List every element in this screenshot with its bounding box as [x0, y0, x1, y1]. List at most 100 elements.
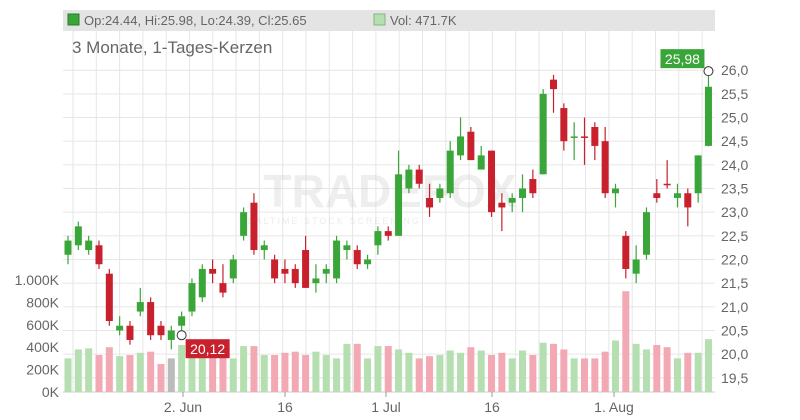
- candle-body: [477, 155, 485, 170]
- volume-bar: [95, 355, 103, 392]
- volume-bar: [105, 347, 113, 392]
- candle-body: [415, 169, 423, 184]
- volume-tick-label: 600K: [26, 317, 59, 333]
- volume-bar: [539, 342, 547, 392]
- volume-bar: [395, 349, 403, 392]
- volume-readout: Vol: 471.7K: [390, 13, 457, 28]
- candle-body: [581, 136, 588, 138]
- volume-bar: [281, 352, 289, 392]
- high-marker: [703, 66, 714, 77]
- watermark-logo: TRADEFOX: [264, 165, 517, 217]
- candle-body: [167, 330, 175, 340]
- x-tick-label: 1 Jul: [371, 399, 401, 415]
- grid: [63, 30, 715, 393]
- volume-bar: [219, 353, 227, 392]
- candle-body: [291, 268, 299, 284]
- x-tick-label: 1. Aug: [594, 399, 634, 415]
- price-tick-label: 22,5: [721, 228, 748, 244]
- volume-bar: [178, 344, 186, 392]
- volume-bar: [436, 355, 444, 392]
- volume-bar: [611, 340, 619, 392]
- candles: [64, 71, 712, 350]
- high-callout-label: 25,98: [665, 51, 700, 67]
- price-tick-label: 23,5: [721, 181, 748, 197]
- price-tick-label: 23,0: [721, 204, 748, 220]
- volume-bar: [198, 353, 206, 392]
- volume-bar: [312, 351, 320, 392]
- candle-body: [374, 231, 382, 246]
- volume-tick-label: 400K: [26, 339, 59, 355]
- candle-body: [85, 240, 93, 251]
- candle-body: [457, 136, 465, 156]
- volume-bar: [384, 346, 392, 392]
- candle-body: [704, 86, 712, 146]
- candle-body: [601, 141, 609, 194]
- candle-body: [364, 259, 372, 265]
- volume-bar: [157, 364, 165, 392]
- volume-bars: [64, 291, 712, 392]
- candle-body: [694, 155, 702, 194]
- volume-bar: [116, 356, 124, 392]
- volume-bar: [694, 352, 702, 392]
- x-axis: 2. Jun 16 1 Jul 16 1. Aug: [164, 392, 634, 415]
- candle-body: [322, 268, 330, 274]
- price-tick-label: 20,0: [721, 346, 748, 362]
- candle-body: [436, 188, 444, 198]
- candle-body: [147, 302, 155, 336]
- candle-body: [105, 273, 113, 322]
- candle-body: [229, 259, 237, 279]
- volume-bar: [684, 352, 692, 392]
- candle-body: [673, 193, 681, 198]
- candle-body: [384, 231, 392, 236]
- candle-body: [178, 316, 186, 326]
- watermark-tagline: REALTIME STOCK SCREENING: [239, 216, 421, 226]
- volume-bar: [622, 291, 630, 392]
- candle-body: [488, 150, 496, 213]
- volume-bar: [322, 355, 330, 392]
- candle-body: [426, 197, 434, 208]
- volume-bar: [343, 343, 351, 392]
- volume-bar: [477, 350, 485, 392]
- ohlc-legend-swatch: [67, 13, 80, 26]
- candle-body: [653, 193, 661, 198]
- candle-body: [611, 188, 619, 194]
- candle-body: [570, 136, 578, 138]
- chart-subtitle: 3 Monate, 1-Tages-Kerzen: [72, 38, 272, 57]
- volume-bar: [529, 355, 537, 392]
- candle-body: [591, 126, 599, 146]
- candle-body: [467, 131, 475, 161]
- price-axis: 26,0 25,5 25,0 24,5 24,0 23,5 23,0 22,5 22,0 21,5…: [721, 62, 748, 386]
- volume-legend-swatch: [373, 13, 386, 26]
- volume-bar: [167, 358, 175, 392]
- candle-body: [508, 197, 516, 203]
- candle-body: [529, 179, 537, 194]
- volume-bar: [673, 358, 681, 392]
- volume-bar: [291, 351, 299, 392]
- candle-body: [498, 202, 506, 208]
- candle-body: [622, 235, 630, 269]
- volume-bar: [488, 355, 496, 392]
- candle-body: [64, 240, 72, 255]
- volume-bar: [209, 351, 217, 392]
- candle-body: [240, 212, 248, 236]
- candle-body: [281, 268, 289, 274]
- volume-bar: [374, 346, 382, 392]
- candle-body: [684, 193, 692, 208]
- volume-bar: [508, 358, 516, 392]
- candle-body: [250, 202, 258, 251]
- volume-bar: [457, 352, 465, 392]
- volume-bar: [467, 347, 475, 392]
- x-tick-label: 16: [484, 399, 500, 415]
- volume-bar: [271, 355, 279, 392]
- volume-bar: [550, 343, 558, 392]
- high-callout: [660, 49, 705, 69]
- volume-bar: [446, 350, 454, 392]
- volume-bar: [663, 347, 671, 392]
- volume-tick-label: 800K: [26, 294, 59, 310]
- volume-bar: [353, 343, 361, 392]
- volume-bar: [364, 358, 372, 392]
- low-callout-label: 20,12: [190, 341, 225, 357]
- price-tick-label: 25,0: [721, 110, 748, 126]
